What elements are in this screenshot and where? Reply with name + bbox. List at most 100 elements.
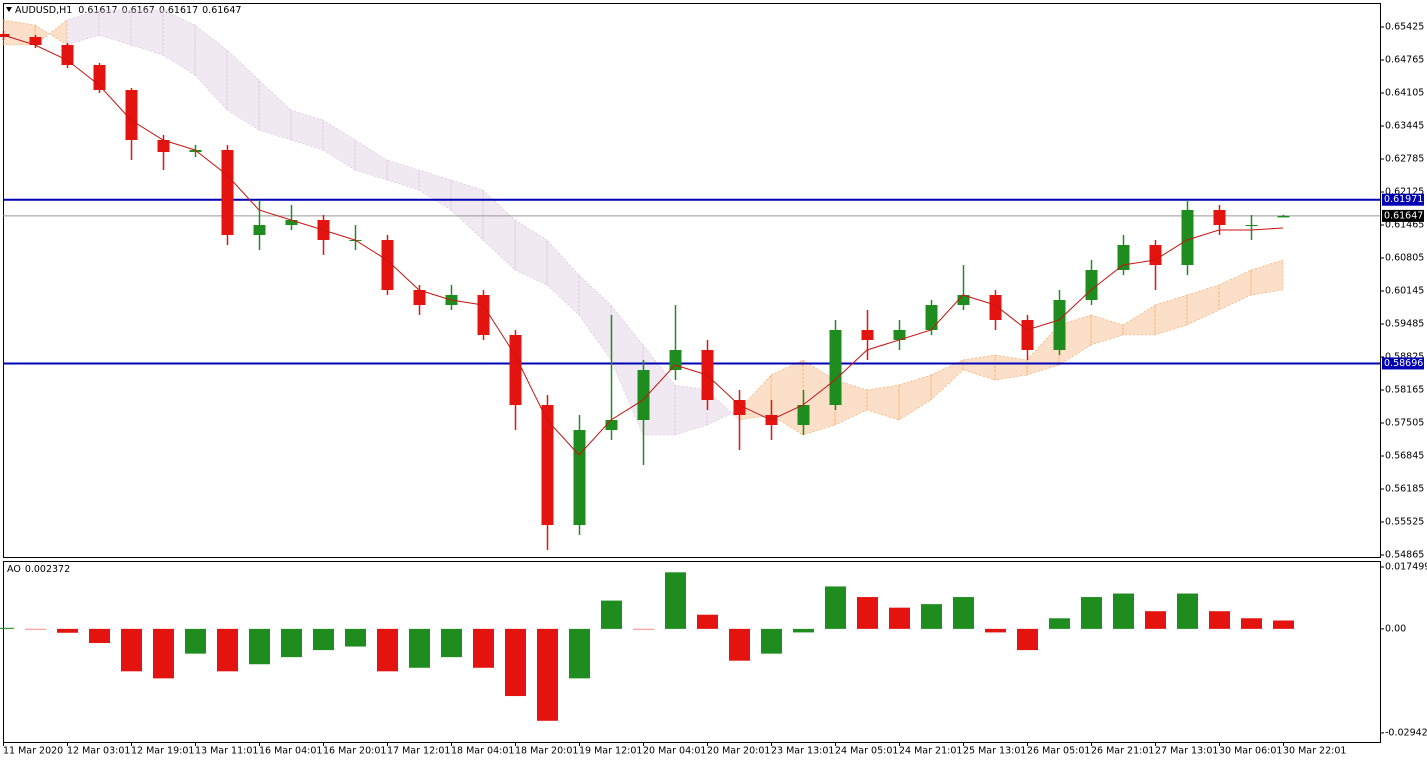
ao-bar xyxy=(249,628,270,665)
menu-triangle[interactable] xyxy=(6,7,12,12)
ao-bar xyxy=(89,628,110,644)
ao-bar xyxy=(153,628,174,679)
candle-body xyxy=(29,37,42,45)
candle-body xyxy=(285,220,298,225)
candle-body xyxy=(573,430,586,525)
candle-body xyxy=(1245,225,1258,226)
cloud-segment xyxy=(1218,269,1252,311)
ao-bar xyxy=(665,572,686,629)
candle-body xyxy=(1181,210,1194,265)
x-tick-label: 20 Mar 04:01 xyxy=(643,746,706,757)
ao-bar xyxy=(953,597,974,629)
cloud-segment xyxy=(450,179,484,241)
x-tick-label: 24 Mar 05:01 xyxy=(835,746,898,757)
candle-body xyxy=(1213,210,1226,225)
x-tick-label: 27 Mar 13:01 xyxy=(1155,746,1218,757)
candle-body xyxy=(829,330,842,405)
x-tick-label: 26 Mar 21:01 xyxy=(1091,746,1154,757)
cloud-segment xyxy=(482,189,516,271)
x-tick-label: 16 Mar 04:01 xyxy=(259,746,322,757)
cloud-segment xyxy=(418,169,452,211)
ao-value: 0.002372 xyxy=(25,564,70,575)
candle-body xyxy=(125,90,138,140)
cloud-segment xyxy=(354,139,388,181)
ao-bar xyxy=(57,628,78,633)
candle-body xyxy=(957,295,970,305)
candle-body xyxy=(381,240,394,290)
x-tick-label: 12 Mar 03:01 xyxy=(67,746,130,757)
low-value: 0.61617 xyxy=(159,5,198,16)
cloud-segment xyxy=(1058,314,1092,366)
ao-title: AO xyxy=(7,564,21,575)
cloud-segment xyxy=(962,354,996,381)
ao-bar xyxy=(345,628,366,647)
ao-bar xyxy=(1273,620,1294,629)
candle-body xyxy=(509,335,522,405)
ao-bar xyxy=(473,628,494,668)
candle-body xyxy=(1053,300,1066,350)
candle-body xyxy=(797,405,810,425)
ao-bar xyxy=(281,628,302,658)
y-tick-label: 0.58825 xyxy=(1385,352,1424,363)
candle-body xyxy=(1021,320,1034,350)
cloud-segment xyxy=(322,119,356,171)
candle-body xyxy=(221,150,234,235)
y-tick-label: 0.65425 xyxy=(1385,22,1424,33)
y-tick-label: 0.63445 xyxy=(1385,121,1424,132)
cloud-segment xyxy=(866,384,900,421)
x-tick-label: 24 Mar 21:01 xyxy=(899,746,962,757)
cloud-segment xyxy=(994,354,1028,381)
ao-bar xyxy=(25,628,46,630)
candle-body xyxy=(157,140,170,152)
y-tick-label: 0.60145 xyxy=(1385,286,1424,297)
ao-bar xyxy=(1177,593,1198,629)
x-tick-label: 26 Mar 05:01 xyxy=(1027,746,1090,757)
ao-bar xyxy=(1081,597,1102,629)
ao-bar xyxy=(377,628,398,672)
cloud-segment xyxy=(98,9,132,46)
ao-bar xyxy=(569,628,590,679)
x-tick-label: 19 Mar 12:01 xyxy=(579,746,642,757)
cloud-segment xyxy=(194,24,228,111)
ao-bar xyxy=(537,628,558,721)
ao-bar xyxy=(1113,593,1134,629)
candle-body xyxy=(893,330,906,340)
y-tick-label: -0.029425 xyxy=(1385,727,1427,738)
level-label: 0.61971 xyxy=(1384,194,1423,205)
ao-bar xyxy=(313,628,334,651)
cloud-segment xyxy=(898,374,932,421)
y-tick-label: 0.00 xyxy=(1385,623,1406,634)
ao-bar xyxy=(1241,618,1262,629)
moving-average xyxy=(2,34,1284,456)
candle-body xyxy=(669,350,682,370)
x-tick-label: 11 Mar 2020 xyxy=(3,746,63,757)
candle-body xyxy=(93,65,106,90)
cloud-segment xyxy=(386,159,420,191)
candle-body xyxy=(413,290,426,305)
price-panel xyxy=(3,3,1381,558)
x-tick-label: 13 Mar 11:01 xyxy=(195,746,258,757)
candle-body xyxy=(1117,245,1130,270)
cloud-segment xyxy=(34,19,68,46)
ao-bar xyxy=(185,628,206,654)
candle-body xyxy=(925,305,938,330)
cloud-segment xyxy=(226,49,260,131)
y-tick-label: 0.62125 xyxy=(1385,187,1424,198)
cloud-segment xyxy=(930,359,964,401)
candle-body xyxy=(637,370,650,420)
candle-body xyxy=(1085,270,1098,300)
ao-bar xyxy=(409,628,430,668)
ao-bar xyxy=(729,628,750,661)
candle-body xyxy=(1277,215,1290,218)
y-tick-label: 0.57505 xyxy=(1385,418,1424,429)
symbol-header: AUDUSD,H1 0.61617 0.6167 0.61617 0.61647 xyxy=(15,5,241,16)
x-tick-label: 18 Mar 04:01 xyxy=(451,746,514,757)
candle-body xyxy=(861,330,874,340)
ao-bar xyxy=(921,604,942,629)
ao-bar xyxy=(761,628,782,654)
ao-bar xyxy=(857,597,878,629)
y-tick-label: 0.58165 xyxy=(1385,385,1424,396)
y-tick-label: 0.59485 xyxy=(1385,319,1424,330)
ao-bar xyxy=(601,600,622,629)
